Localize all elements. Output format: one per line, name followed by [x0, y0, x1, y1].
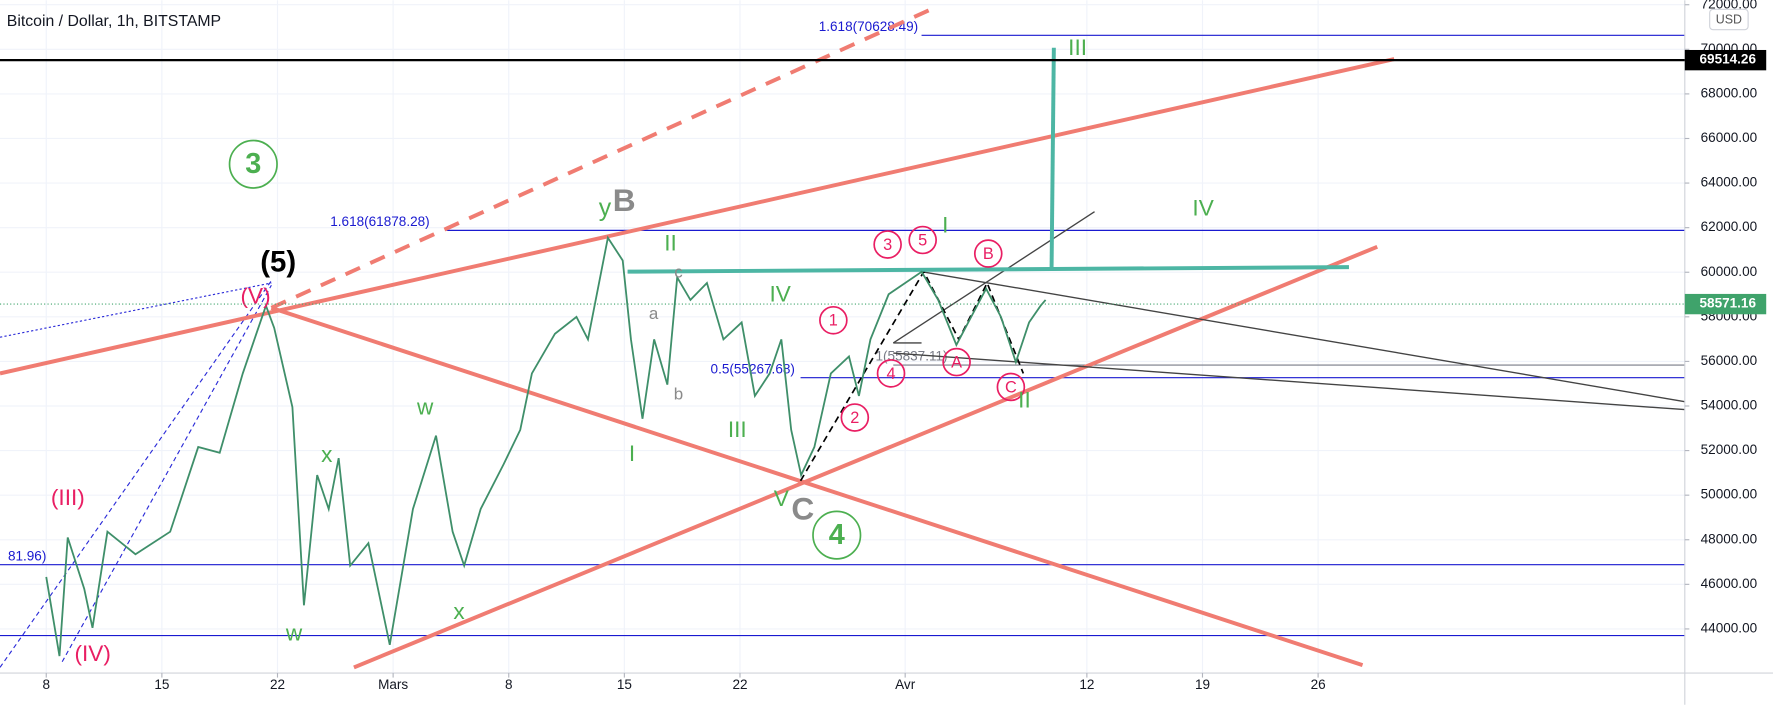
y-tick-label: 68000.00 [1701, 85, 1758, 100]
wave-label: (III) [51, 485, 85, 510]
x-tick-label: 22 [270, 677, 285, 692]
wave-label: 4 [829, 519, 845, 551]
label-circle [996, 372, 1026, 402]
x-tick-label: Avr [895, 677, 916, 692]
trendline [353, 244, 1378, 670]
label-circle [876, 359, 906, 388]
wave-label: x [453, 599, 465, 624]
price-badge [1684, 293, 1767, 315]
wave-label: x [321, 442, 333, 467]
plot [45, 235, 1047, 657]
wave-label: b [674, 384, 683, 403]
x-tick-label: 15 [154, 677, 169, 692]
x-tick-label: 15 [617, 677, 632, 692]
trendline [921, 270, 1685, 403]
trendline [0, 57, 1395, 376]
y-tick-label: 50000.00 [1701, 487, 1758, 502]
trendline [893, 352, 1685, 411]
label-circle [819, 305, 848, 335]
y-tick-label: 64000.00 [1701, 175, 1758, 190]
y-tick-label: 52000.00 [1701, 442, 1758, 457]
wave-label: III [1068, 35, 1087, 60]
wave-label: (5) [260, 246, 296, 279]
currency-box [1709, 8, 1749, 31]
x-tick-label: 8 [505, 677, 513, 692]
x-tick-label: 19 [1195, 677, 1210, 692]
y-tick-label: 44000.00 [1701, 621, 1758, 636]
trendline [627, 265, 1349, 274]
wave-label: 4 [886, 365, 895, 383]
wave-label: C [791, 491, 814, 527]
y-tick-label: 54000.00 [1701, 398, 1758, 413]
chart-title: Bitcoin / Dollar, 1h, BITSTAMP [7, 13, 221, 30]
wave-label: A [951, 354, 962, 372]
axes: 44000.00 46000.00 48000.00 50000.00 52000.00… [0, 0, 1767, 692]
trendline [892, 211, 1095, 344]
label-circle [973, 239, 1003, 268]
x-tick-label: 22 [732, 677, 747, 692]
y-tick-label: 48000.00 [1701, 531, 1758, 546]
wave-label: y [599, 194, 612, 222]
y-tick-label: 62000.00 [1701, 219, 1758, 234]
wave-label: V [774, 486, 789, 511]
wave-label: I [629, 441, 635, 466]
wave-label: 5 [918, 231, 927, 249]
wave-label: B [613, 182, 636, 218]
x-tick-label: 12 [1079, 677, 1094, 692]
currency: USD [1716, 12, 1742, 26]
levels: 1.618(70628.49) 1.618(61878.28) 0.5(55267.… [0, 19, 1685, 637]
wave-label: I [942, 212, 948, 237]
price-badge-label: 58571.16 [1700, 296, 1757, 311]
wave-label: 3 [245, 148, 261, 180]
wave-label: II [664, 230, 677, 255]
price-badge-label: 69514.26 [1700, 52, 1757, 67]
wave-label: IV [770, 281, 791, 306]
price-badge [1684, 49, 1767, 71]
x-tick-label: 26 [1311, 677, 1326, 692]
wave-label: w [416, 394, 434, 419]
level-label: 0.5(55267.68) [711, 361, 795, 376]
x-tick-label: Mars [378, 677, 408, 692]
wave-label: c [674, 262, 683, 281]
y-tick-label: 46000.00 [1701, 576, 1758, 591]
level-label: 1.618(61878.28) [330, 214, 429, 229]
y-tick-label: 72000.00 [1701, 0, 1758, 11]
label-circle [228, 139, 278, 189]
trendline [270, 4, 940, 310]
wave-label: IV [1192, 195, 1213, 220]
wave-label: III [728, 417, 747, 442]
x-tick-label: 8 [42, 677, 50, 692]
label-circle [840, 403, 870, 432]
label-circle [873, 230, 902, 259]
y-tick-label: 56000.00 [1701, 353, 1758, 368]
y-tick-label: 66000.00 [1701, 130, 1758, 145]
wave-label: w [285, 621, 303, 646]
trendline [270, 305, 1364, 668]
wave-label: (IV) [75, 641, 111, 666]
wave-label: C [1005, 378, 1017, 396]
wave-label: (V) [240, 284, 270, 309]
wave-label: II [1018, 388, 1031, 413]
label-circle [942, 347, 971, 377]
wave-label: 3 [883, 236, 892, 254]
trendlines [0, 4, 1685, 670]
level-label: 81.96) [8, 548, 46, 563]
wave-label: a [649, 304, 659, 323]
price-line [45, 235, 1047, 657]
label-circle [812, 510, 862, 560]
trendline [0, 282, 272, 338]
label-circle [908, 225, 937, 255]
wave-label: 2 [850, 409, 859, 427]
trendline [1049, 47, 1056, 268]
wave-label: 1 [829, 312, 838, 330]
y-tick-label: 60000.00 [1701, 264, 1758, 279]
level-label: 1.618(70628.49) [819, 19, 918, 34]
wave-label: B [983, 245, 994, 263]
